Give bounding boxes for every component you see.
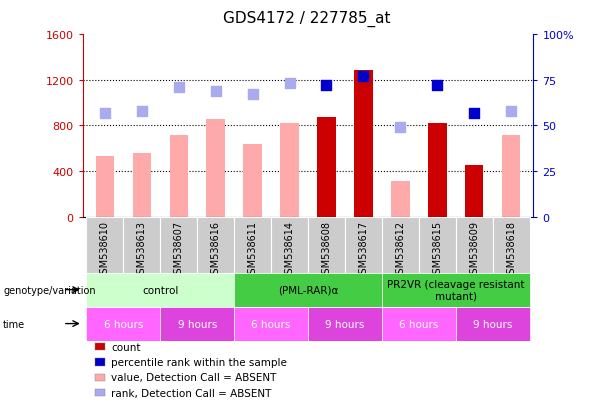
- Bar: [280, 124, 299, 217]
- Text: percentile rank within the sample: percentile rank within the sample: [111, 357, 287, 367]
- Text: rank, Detection Call = ABSENT: rank, Detection Call = ABSENT: [111, 388, 272, 398]
- Bar: [318, 118, 336, 217]
- Text: 6 hours: 6 hours: [251, 319, 291, 329]
- Bar: [132, 154, 151, 217]
- Text: GSM538607: GSM538607: [173, 220, 184, 279]
- Bar: [455, 307, 530, 341]
- Bar: [391, 182, 409, 217]
- Text: GSM538611: GSM538611: [248, 220, 257, 279]
- Bar: [96, 157, 114, 217]
- Bar: [170, 135, 188, 217]
- Bar: [207, 119, 225, 217]
- Point: [359, 74, 368, 80]
- Point: [432, 83, 442, 89]
- Point: [100, 110, 110, 117]
- Point: [322, 83, 332, 89]
- Bar: [197, 217, 234, 273]
- Bar: [455, 217, 493, 273]
- Text: GSM538612: GSM538612: [395, 220, 405, 279]
- Bar: [308, 217, 345, 273]
- Bar: [234, 273, 382, 307]
- Point: [137, 108, 147, 115]
- Bar: [161, 217, 197, 273]
- Bar: [382, 307, 455, 341]
- Text: GSM538614: GSM538614: [284, 220, 295, 279]
- Bar: [86, 273, 234, 307]
- Bar: [354, 70, 373, 217]
- Bar: [123, 217, 161, 273]
- Text: GDS4172 / 227785_at: GDS4172 / 227785_at: [223, 10, 390, 27]
- Bar: [86, 307, 161, 341]
- Text: genotype/variation: genotype/variation: [3, 285, 96, 295]
- Text: count: count: [111, 342, 140, 352]
- Text: 6 hours: 6 hours: [104, 319, 143, 329]
- Text: GSM538610: GSM538610: [100, 220, 110, 279]
- Text: GSM538616: GSM538616: [211, 220, 221, 279]
- Point: [284, 81, 294, 88]
- Text: PR2VR (cleavage resistant
mutant): PR2VR (cleavage resistant mutant): [387, 279, 525, 301]
- Text: GSM538608: GSM538608: [321, 220, 332, 279]
- Point: [248, 92, 257, 99]
- Bar: [234, 217, 271, 273]
- Bar: [271, 217, 308, 273]
- Text: GSM538615: GSM538615: [432, 220, 443, 279]
- Text: 9 hours: 9 hours: [178, 319, 217, 329]
- Bar: [428, 124, 446, 217]
- Text: GSM538618: GSM538618: [506, 220, 516, 279]
- Point: [174, 85, 184, 91]
- Bar: [161, 307, 234, 341]
- Bar: [86, 217, 123, 273]
- Text: (PML-RAR)α: (PML-RAR)α: [278, 285, 338, 295]
- Bar: [234, 307, 308, 341]
- Text: 6 hours: 6 hours: [399, 319, 438, 329]
- Point: [506, 108, 516, 115]
- Point: [470, 110, 479, 117]
- Bar: [345, 217, 382, 273]
- Text: GSM538613: GSM538613: [137, 220, 147, 279]
- Text: 9 hours: 9 hours: [326, 319, 365, 329]
- Bar: [308, 307, 382, 341]
- Bar: [419, 217, 455, 273]
- Point: [395, 125, 405, 131]
- Bar: [493, 217, 530, 273]
- Text: GSM538617: GSM538617: [359, 220, 368, 279]
- Text: GSM538609: GSM538609: [469, 220, 479, 279]
- Bar: [465, 166, 484, 217]
- Text: value, Detection Call = ABSENT: value, Detection Call = ABSENT: [111, 373, 276, 382]
- Bar: [382, 217, 419, 273]
- Text: time: time: [3, 319, 25, 329]
- Bar: [382, 273, 530, 307]
- Text: 9 hours: 9 hours: [473, 319, 512, 329]
- Bar: [243, 145, 262, 217]
- Point: [211, 88, 221, 95]
- Text: control: control: [142, 285, 178, 295]
- Bar: [502, 135, 520, 217]
